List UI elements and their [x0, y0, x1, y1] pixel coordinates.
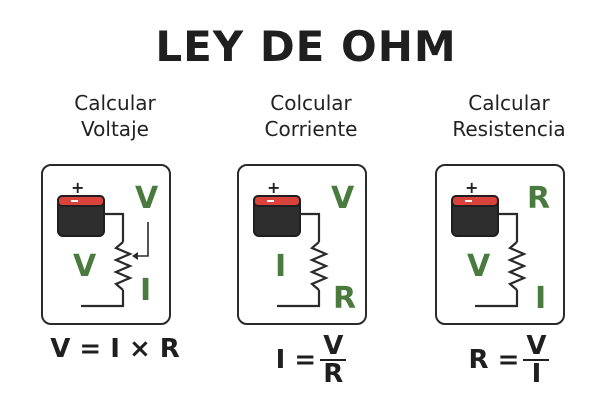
letter-right: I — [535, 281, 547, 316]
arrow-icon — [136, 222, 149, 257]
heading-line-1: Calcular — [468, 91, 550, 115]
heading-line-2: Voltaje — [81, 117, 149, 141]
letter-right: R — [333, 281, 357, 316]
battery-icon: + — [253, 178, 301, 237]
panel-heading: Calcular Resistencia — [429, 90, 589, 146]
battery-plus-icon: + — [465, 178, 478, 197]
heading-line-1: Colcular — [270, 91, 352, 115]
letter-left: V — [467, 249, 491, 284]
formula: V = I × R — [35, 333, 195, 364]
circuit-graphic: + — [57, 178, 149, 308]
formula-numerator: V — [523, 333, 550, 361]
page-title: LEY DE OHM — [155, 22, 457, 71]
circuit-wire-top — [104, 212, 125, 242]
circuit-wire-bottom — [81, 290, 125, 308]
arrow-head-icon — [132, 252, 138, 260]
letter-left: I — [275, 249, 287, 284]
circuit-wire-top — [498, 212, 519, 242]
heading-line-2: Corriente — [264, 117, 358, 141]
heading-line-1: Calcular — [74, 91, 156, 115]
panel-resistance: Calcular Resistencia + R V I R = V I — [429, 90, 589, 387]
battery-plus-icon: + — [267, 178, 280, 197]
formula-lhs: R = — [468, 345, 520, 375]
letter-top: V — [135, 181, 159, 216]
battery-icon: + — [451, 178, 499, 237]
battery-icon: + — [57, 178, 105, 237]
circuit-wire-top — [300, 212, 321, 242]
circuit-wire-bottom — [475, 290, 519, 308]
circuit-graphic: + — [451, 178, 527, 308]
letter-left: V — [73, 249, 97, 284]
circuit-graphic: + — [253, 178, 329, 308]
letter-right: I — [140, 273, 152, 308]
formula-denominator: R — [323, 359, 344, 389]
heading-line-2: Resistencia — [452, 117, 566, 141]
battery-plus-icon: + — [71, 178, 84, 197]
panel-heading: Calcular Voltaje — [35, 90, 195, 146]
formula-numerator: V — [320, 333, 347, 361]
circuit-card: + V V I — [41, 164, 171, 325]
circuit-wire-bottom — [277, 290, 321, 308]
panel-voltage: Calcular Voltaje + V — [35, 90, 195, 364]
formula: I = V R — [231, 333, 391, 387]
formula: R = V I — [429, 333, 589, 387]
formula-lhs: I = — [275, 345, 317, 375]
circuit-card: + V I R — [237, 164, 367, 325]
panel-heading: Colcular Corriente — [231, 90, 391, 146]
letter-top: V — [331, 181, 355, 216]
circuit-card: + R V I — [435, 164, 565, 325]
panel-current: Colcular Corriente + V I R I = V R — [231, 90, 391, 387]
resistor-icon — [113, 241, 133, 291]
resistor-icon — [309, 241, 329, 291]
resistor-icon — [507, 241, 527, 291]
letter-top: R — [527, 181, 551, 216]
formula-denominator: I — [531, 359, 542, 389]
formula-text: V = I × R — [50, 333, 180, 364]
